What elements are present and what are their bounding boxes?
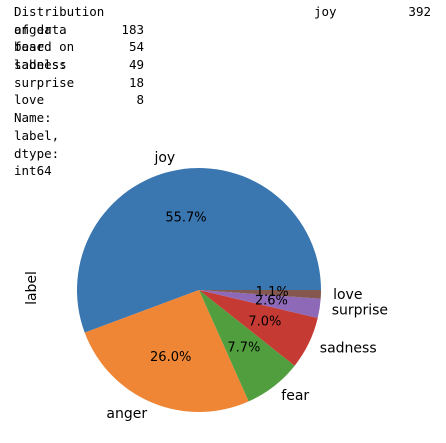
pie-category-label: love [333, 287, 362, 303]
pie-percent-labels: 55.7% 26.0% 7.7% 7.0% 2.6%1.1% [150, 211, 289, 366]
pie-slice-sadness [199, 290, 318, 366]
pie-percent-label: 26.0% [150, 350, 191, 365]
pie-category-label: fear [281, 388, 309, 404]
console-row-label: fear [14, 39, 45, 55]
pie-category-label: surprise [332, 302, 388, 318]
console-footer-text: Name: label, dtype: int64 [14, 110, 60, 179]
pie-slice-surprise [199, 290, 321, 319]
console-row-count: 18 [128, 74, 144, 90]
pie-slice-fear [199, 290, 295, 402]
pie-category-label: sadness [320, 341, 377, 357]
y-axis-label: label [24, 271, 40, 305]
console-row-count: 49 [128, 57, 144, 73]
console-row-label: surprise [14, 74, 75, 90]
pie-slices [76, 168, 321, 412]
console-row-count: 392 [408, 4, 431, 19]
pie-category-label: anger [106, 406, 147, 422]
pie-slice-love [199, 290, 321, 299]
console-row-count: 54 [128, 39, 144, 55]
console-header-text: Distribution of data based on labels: [14, 4, 105, 73]
pie-percent-label: 1.1% [256, 285, 289, 300]
console-row-label: sadness [14, 57, 67, 73]
pie-percent-label: 7.0% [248, 314, 281, 329]
pie-slice-joy [76, 168, 321, 333]
pie-category-label: joy [153, 150, 175, 166]
pie-percent-label: 2.6% [255, 294, 288, 309]
pie-percent-label: 55.7% [165, 211, 206, 226]
console-row-label: anger [14, 21, 52, 37]
pie-percent-label: 7.7% [227, 340, 260, 355]
console-row-count: 183 [121, 21, 144, 37]
console-row-count: 8 [136, 92, 144, 108]
console-row-label: love [14, 92, 45, 108]
pie-slice-anger [84, 290, 249, 412]
console-row-label: joy [314, 4, 337, 19]
